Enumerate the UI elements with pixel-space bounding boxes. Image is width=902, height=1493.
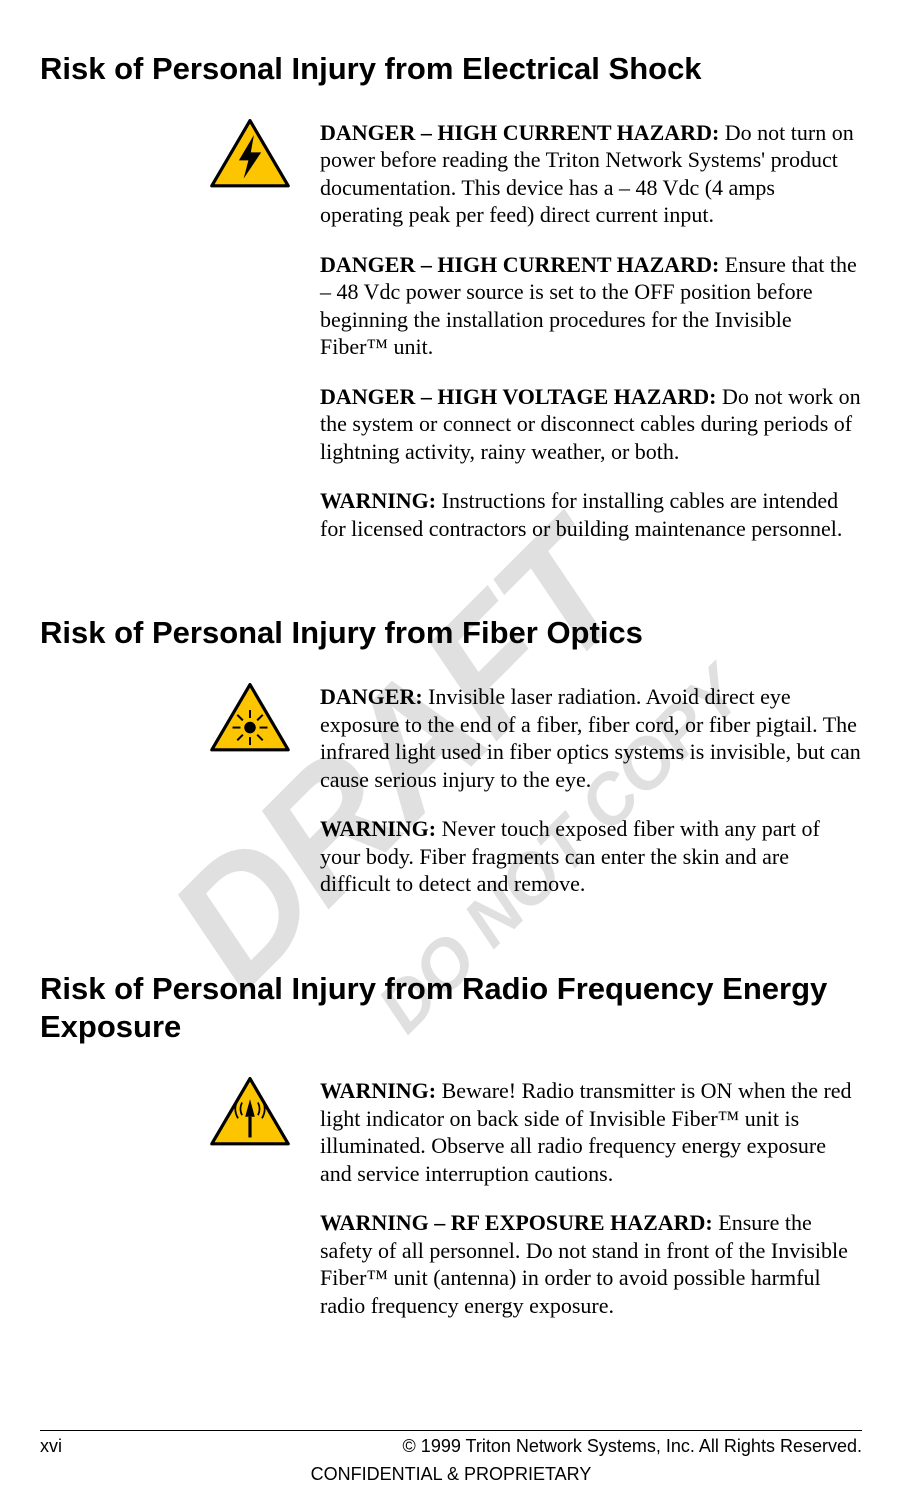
copyright-text: © 1999 Triton Network Systems, Inc. All … xyxy=(403,1436,862,1457)
heading-electrical-shock: Risk of Personal Injury from Electrical … xyxy=(40,50,862,89)
paragraph: WARNING: Instructions for installing cab… xyxy=(320,487,862,542)
page-content: Risk of Personal Injury from Electrical … xyxy=(40,50,862,1341)
page-number: xvi xyxy=(40,1436,62,1457)
heading-fiber-optics: Risk of Personal Injury from Fiber Optic… xyxy=(40,614,862,653)
block-rf-exposure: WARNING: Beware! Radio transmitter is ON… xyxy=(40,1077,862,1341)
lead-text: WARNING: xyxy=(320,1078,442,1103)
paragraph: DANGER: Invisible laser radiation. Avoid… xyxy=(320,683,862,793)
icon-column xyxy=(40,1077,320,1152)
lead-text: WARNING: xyxy=(320,816,442,841)
lead-text: WARNING – RF EXPOSURE HAZARD: xyxy=(320,1210,718,1235)
lead-text: DANGER – HIGH CURRENT HAZARD: xyxy=(320,120,725,145)
paragraph: WARNING: Beware! Radio transmitter is ON… xyxy=(320,1077,862,1187)
paragraph: DANGER – HIGH VOLTAGE HAZARD: Do not wor… xyxy=(320,383,862,466)
text-column: DANGER: Invisible laser radiation. Avoid… xyxy=(320,683,862,920)
heading-rf-exposure: Risk of Personal Injury from Radio Frequ… xyxy=(40,970,862,1048)
rf-hazard-icon xyxy=(210,1077,290,1147)
paragraph: WARNING: Never touch exposed fiber with … xyxy=(320,815,862,898)
text-column: DANGER – HIGH CURRENT HAZARD: Do not tur… xyxy=(320,119,862,565)
block-fiber-optics: DANGER: Invisible laser radiation. Avoid… xyxy=(40,683,862,920)
block-electrical-shock: DANGER – HIGH CURRENT HAZARD: Do not tur… xyxy=(40,119,862,565)
confidentiality-notice: CONFIDENTIAL & PROPRIETARY xyxy=(0,1464,902,1485)
laser-hazard-icon xyxy=(210,683,290,753)
lightning-hazard-icon xyxy=(210,119,290,189)
paragraph: WARNING – RF EXPOSURE HAZARD: Ensure the… xyxy=(320,1209,862,1319)
lead-text: WARNING: xyxy=(320,488,442,513)
paragraph: DANGER – HIGH CURRENT HAZARD: Ensure tha… xyxy=(320,251,862,361)
icon-column xyxy=(40,119,320,194)
icon-column xyxy=(40,683,320,758)
lead-text: DANGER – HIGH VOLTAGE HAZARD: xyxy=(320,384,722,409)
lead-text: DANGER – HIGH CURRENT HAZARD: xyxy=(320,252,725,277)
footer-row: xvi © 1999 Triton Network Systems, Inc. … xyxy=(40,1436,862,1457)
paragraph: DANGER – HIGH CURRENT HAZARD: Do not tur… xyxy=(320,119,862,229)
footer-divider xyxy=(40,1430,862,1431)
lead-text: DANGER: xyxy=(320,684,428,709)
text-column: WARNING: Beware! Radio transmitter is ON… xyxy=(320,1077,862,1341)
